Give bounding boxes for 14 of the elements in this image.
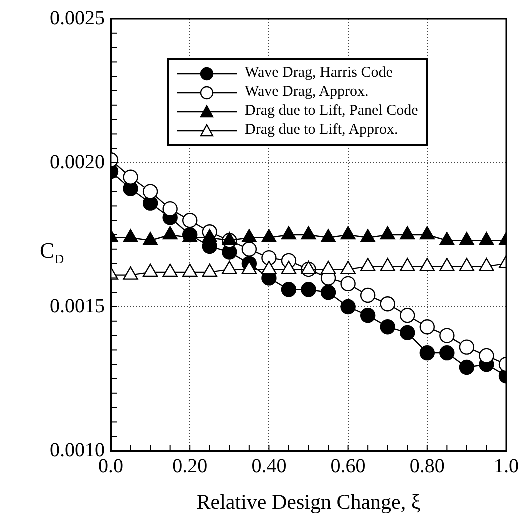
y-axis-title: C$_{D}$ (40, 238, 64, 268)
legend-label: Wave Drag, Approx. (245, 84, 369, 101)
legend-label: Wave Drag, Harris Code (245, 65, 393, 82)
x-tick-label: 0.40 (252, 455, 287, 478)
legend-label: Drag due to Lift, Panel Code (245, 103, 418, 120)
legend-label: Drag due to Lift, Approx. (245, 122, 398, 139)
y-tick-label: 0.0025 (50, 7, 105, 30)
y-tick-label: 0.0015 (50, 295, 105, 318)
x-axis-title: Relative Design Change, ξ (196, 490, 421, 514)
y-tick-label: 0.0020 (50, 151, 105, 174)
x-tick-label: 0.80 (410, 455, 445, 478)
x-tick-label: 1.0 (494, 455, 519, 478)
x-tick-label: 0.60 (330, 455, 366, 478)
x-tick-label: 0.20 (172, 455, 208, 478)
